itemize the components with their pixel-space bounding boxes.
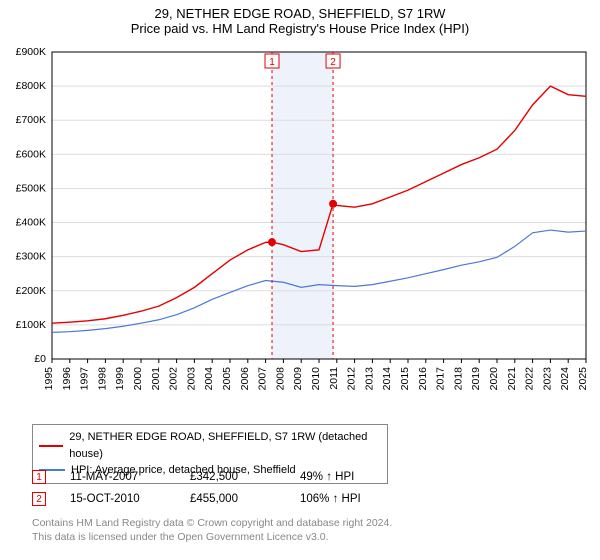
svg-text:2018: 2018	[452, 367, 464, 391]
svg-text:2015: 2015	[399, 367, 411, 391]
svg-text:1996: 1996	[61, 367, 73, 391]
svg-text:2014: 2014	[381, 367, 393, 391]
svg-text:£500K: £500K	[16, 182, 46, 194]
sale-date: 11-MAY-2007	[70, 471, 190, 483]
svg-text:£700K: £700K	[16, 114, 46, 126]
svg-text:2024: 2024	[559, 367, 571, 391]
chart-area: £0 £100K £200K £300K £400K £500K £600K £700K £80…	[8, 44, 592, 409]
svg-text:2020: 2020	[488, 367, 500, 391]
sale-marker-label: 1	[36, 472, 42, 483]
svg-text:2013: 2013	[363, 367, 375, 391]
sales-table: 1 11-MAY-2007 £342,500 49% ↑ HPI 2 15-OC…	[32, 466, 410, 510]
footer-line: Contains HM Land Registry data © Crown c…	[32, 516, 392, 530]
sale-price: £342,500	[190, 471, 300, 483]
svg-text:2019: 2019	[470, 367, 482, 391]
svg-text:2001: 2001	[150, 367, 162, 391]
svg-text:£800K: £800K	[16, 80, 46, 92]
svg-text:1999: 1999	[114, 367, 126, 391]
sale-date: 15-OCT-2010	[70, 493, 190, 505]
legend-item: 29, NETHER EDGE ROAD, SHEFFIELD, S7 1RW …	[39, 429, 381, 462]
chart-title-block: 29, NETHER EDGE ROAD, SHEFFIELD, S7 1RW …	[0, 0, 600, 36]
svg-text:1: 1	[269, 57, 275, 68]
title-subtitle: Price paid vs. HM Land Registry's House …	[0, 21, 600, 36]
table-row: 1 11-MAY-2007 £342,500 49% ↑ HPI	[32, 466, 410, 488]
svg-text:£600K: £600K	[16, 148, 46, 160]
svg-text:1997: 1997	[79, 367, 91, 391]
table-row: 2 15-OCT-2010 £455,000 106% ↑ HPI	[32, 488, 410, 510]
sale-price: £455,000	[190, 493, 300, 505]
svg-text:£200K: £200K	[16, 285, 46, 297]
svg-text:2016: 2016	[417, 367, 429, 391]
svg-text:£0: £0	[34, 353, 46, 365]
svg-text:£400K: £400K	[16, 217, 46, 229]
sale-marker-label: 2	[36, 494, 42, 505]
svg-text:2009: 2009	[292, 367, 304, 391]
svg-text:2007: 2007	[257, 367, 269, 391]
legend-label: 29, NETHER EDGE ROAD, SHEFFIELD, S7 1RW …	[69, 429, 381, 462]
svg-text:2012: 2012	[346, 367, 358, 391]
svg-text:£300K: £300K	[16, 251, 46, 263]
svg-text:1998: 1998	[96, 367, 108, 391]
svg-text:2011: 2011	[328, 367, 340, 390]
svg-text:2000: 2000	[132, 367, 144, 391]
title-address: 29, NETHER EDGE ROAD, SHEFFIELD, S7 1RW	[0, 6, 600, 21]
svg-text:2006: 2006	[239, 367, 251, 391]
sale-marker-badge: 2	[32, 492, 46, 506]
svg-text:2: 2	[330, 57, 336, 68]
svg-text:2023: 2023	[541, 367, 553, 391]
footer-line: This data is licensed under the Open Gov…	[32, 530, 392, 544]
svg-text:£900K: £900K	[16, 46, 46, 58]
svg-text:2005: 2005	[221, 367, 233, 391]
sale-pct: 106% ↑ HPI	[300, 493, 410, 505]
svg-text:2021: 2021	[506, 367, 518, 391]
svg-text:2017: 2017	[435, 367, 447, 391]
svg-text:2022: 2022	[524, 367, 536, 391]
svg-text:2003: 2003	[185, 367, 197, 391]
svg-text:2010: 2010	[310, 367, 322, 391]
svg-text:1995: 1995	[43, 367, 55, 391]
footer-attribution: Contains HM Land Registry data © Crown c…	[32, 516, 392, 544]
svg-text:2025: 2025	[577, 367, 589, 391]
svg-text:2002: 2002	[168, 367, 180, 391]
legend-swatch	[39, 445, 63, 447]
line-chart: £0 £100K £200K £300K £400K £500K £600K £700K £80…	[8, 44, 592, 409]
sale-marker-badge: 1	[32, 470, 46, 484]
svg-text:£100K: £100K	[16, 319, 46, 331]
svg-text:2008: 2008	[274, 367, 286, 391]
sale-pct: 49% ↑ HPI	[300, 471, 410, 483]
svg-text:2004: 2004	[203, 367, 215, 391]
